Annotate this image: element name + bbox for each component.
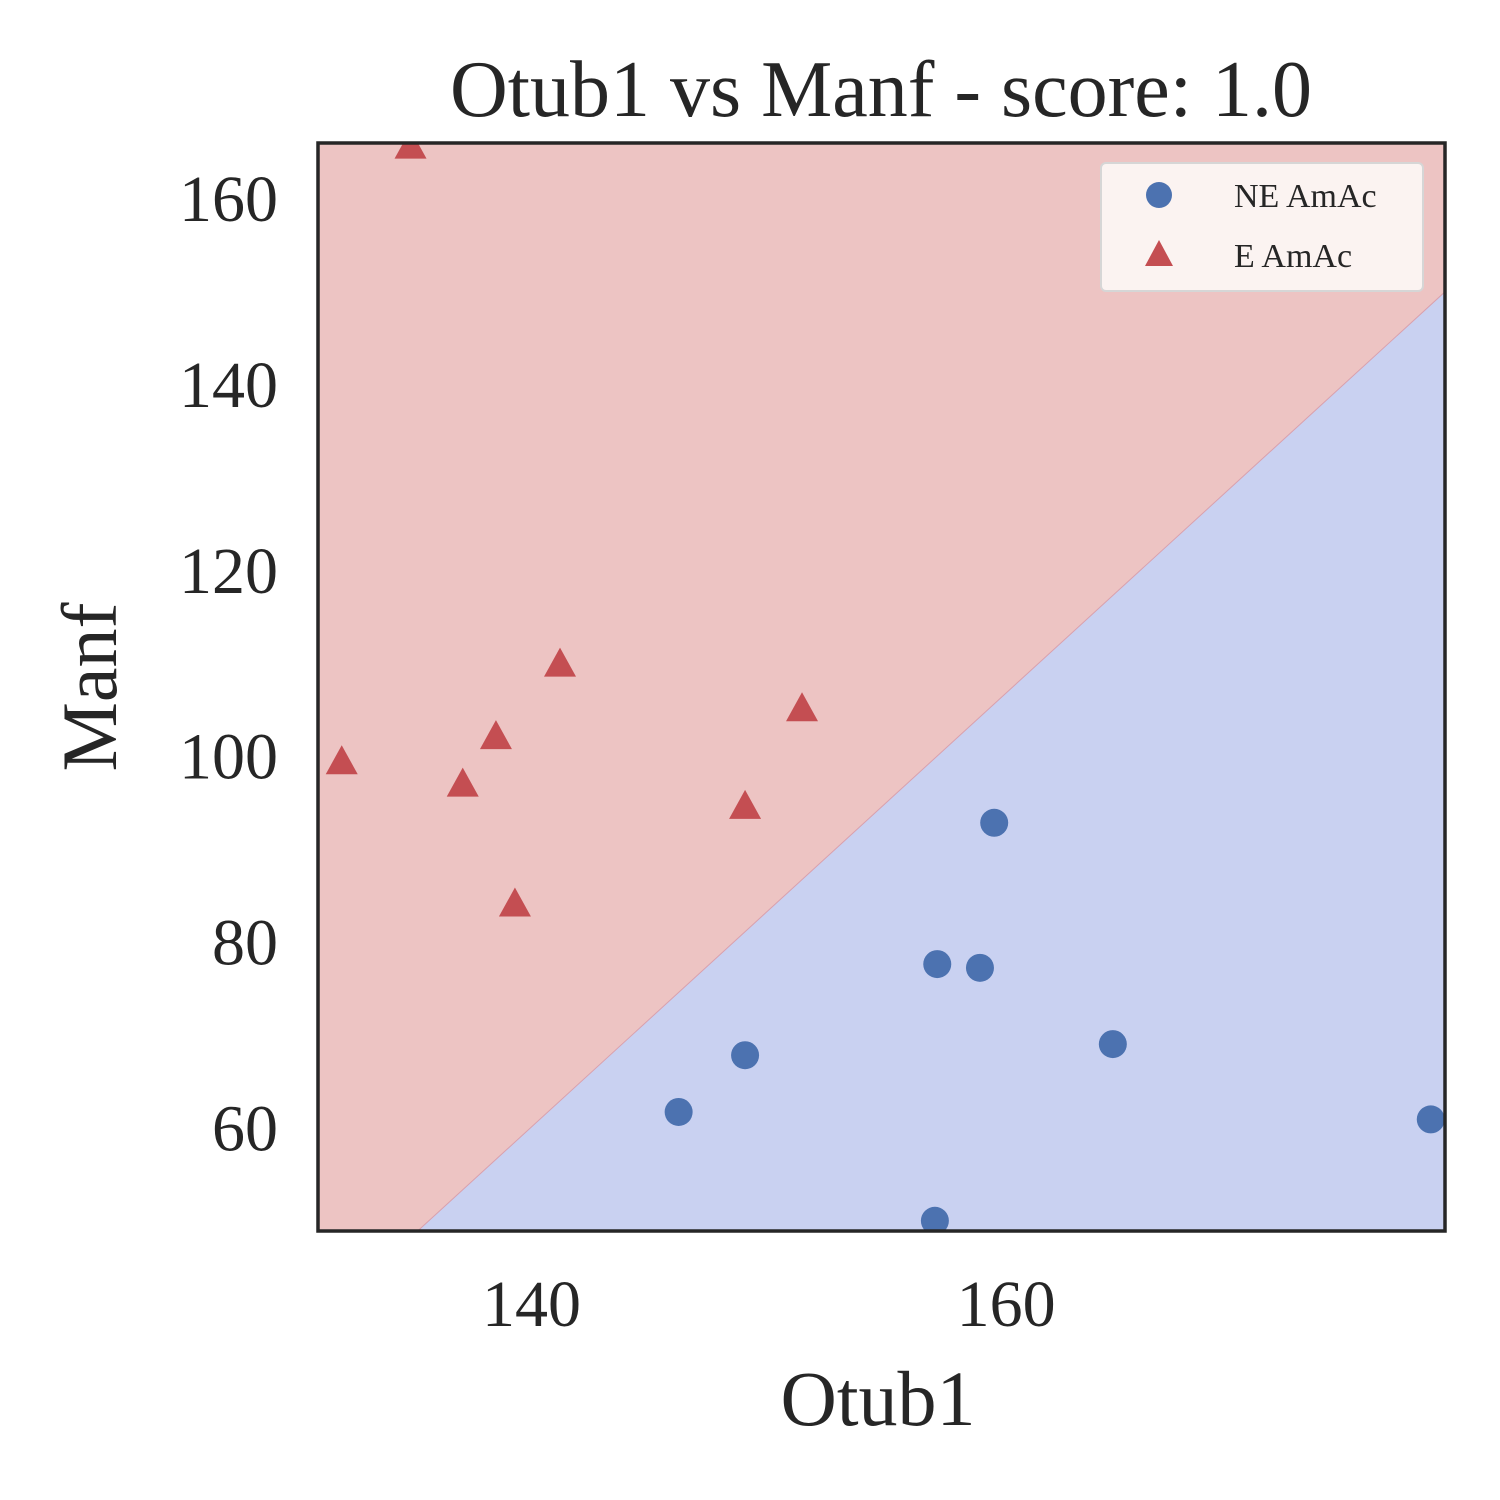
data-point-ne-amac [664, 1097, 693, 1126]
data-point-ne-amac [920, 1206, 949, 1231]
legend-label-e-amac: E AmAc [1234, 238, 1352, 275]
legend-marker-ne-amac [1146, 182, 1172, 208]
x-tick-label: 160 [957, 1268, 1056, 1341]
data-point-ne-amac [980, 808, 1009, 837]
x-tick-label: 140 [482, 1268, 581, 1341]
data-point-ne-amac [731, 1041, 760, 1070]
y-tick-label: 140 [179, 349, 278, 422]
data-point-e-amac [446, 767, 479, 797]
data-point-ne-amac [965, 953, 994, 982]
y-tick-label: 120 [179, 535, 278, 608]
y-tick-label: 80 [212, 907, 278, 980]
legend-label-ne-amac: NE AmAc [1234, 178, 1377, 215]
y-tick-label: 100 [179, 721, 278, 794]
data-point-e-amac [544, 647, 577, 677]
data-point-e-amac [498, 887, 531, 917]
y-tick-label: 160 [179, 163, 278, 236]
data-point-ne-amac [1098, 1030, 1127, 1059]
data-point-e-amac [479, 720, 512, 750]
y-axis-title: Manf [46, 603, 133, 772]
data-point-ne-amac [1416, 1105, 1445, 1134]
plot-frame [316, 141, 1447, 1233]
data-point-e-amac [325, 745, 358, 775]
data-point-ne-amac [923, 950, 952, 979]
legend-marker-e-amac [1145, 240, 1173, 266]
legend-box [1100, 162, 1424, 292]
data-point-e-amac [729, 789, 762, 819]
x-axis-title: Otub1 [781, 1355, 976, 1442]
legend: NE AmAc E AmAc [1100, 162, 1424, 292]
class-region-e-amac [318, 143, 1445, 1231]
data-point-e-amac [394, 143, 427, 159]
data-point-e-amac [786, 692, 819, 722]
class-region-ne-amac [318, 291, 1445, 1231]
decision-boundary-line [416, 291, 1445, 1231]
y-tick-label: 60 [212, 1093, 278, 1166]
chart-title: Otub1 vs Manf - score: 1.0 [450, 46, 1312, 134]
